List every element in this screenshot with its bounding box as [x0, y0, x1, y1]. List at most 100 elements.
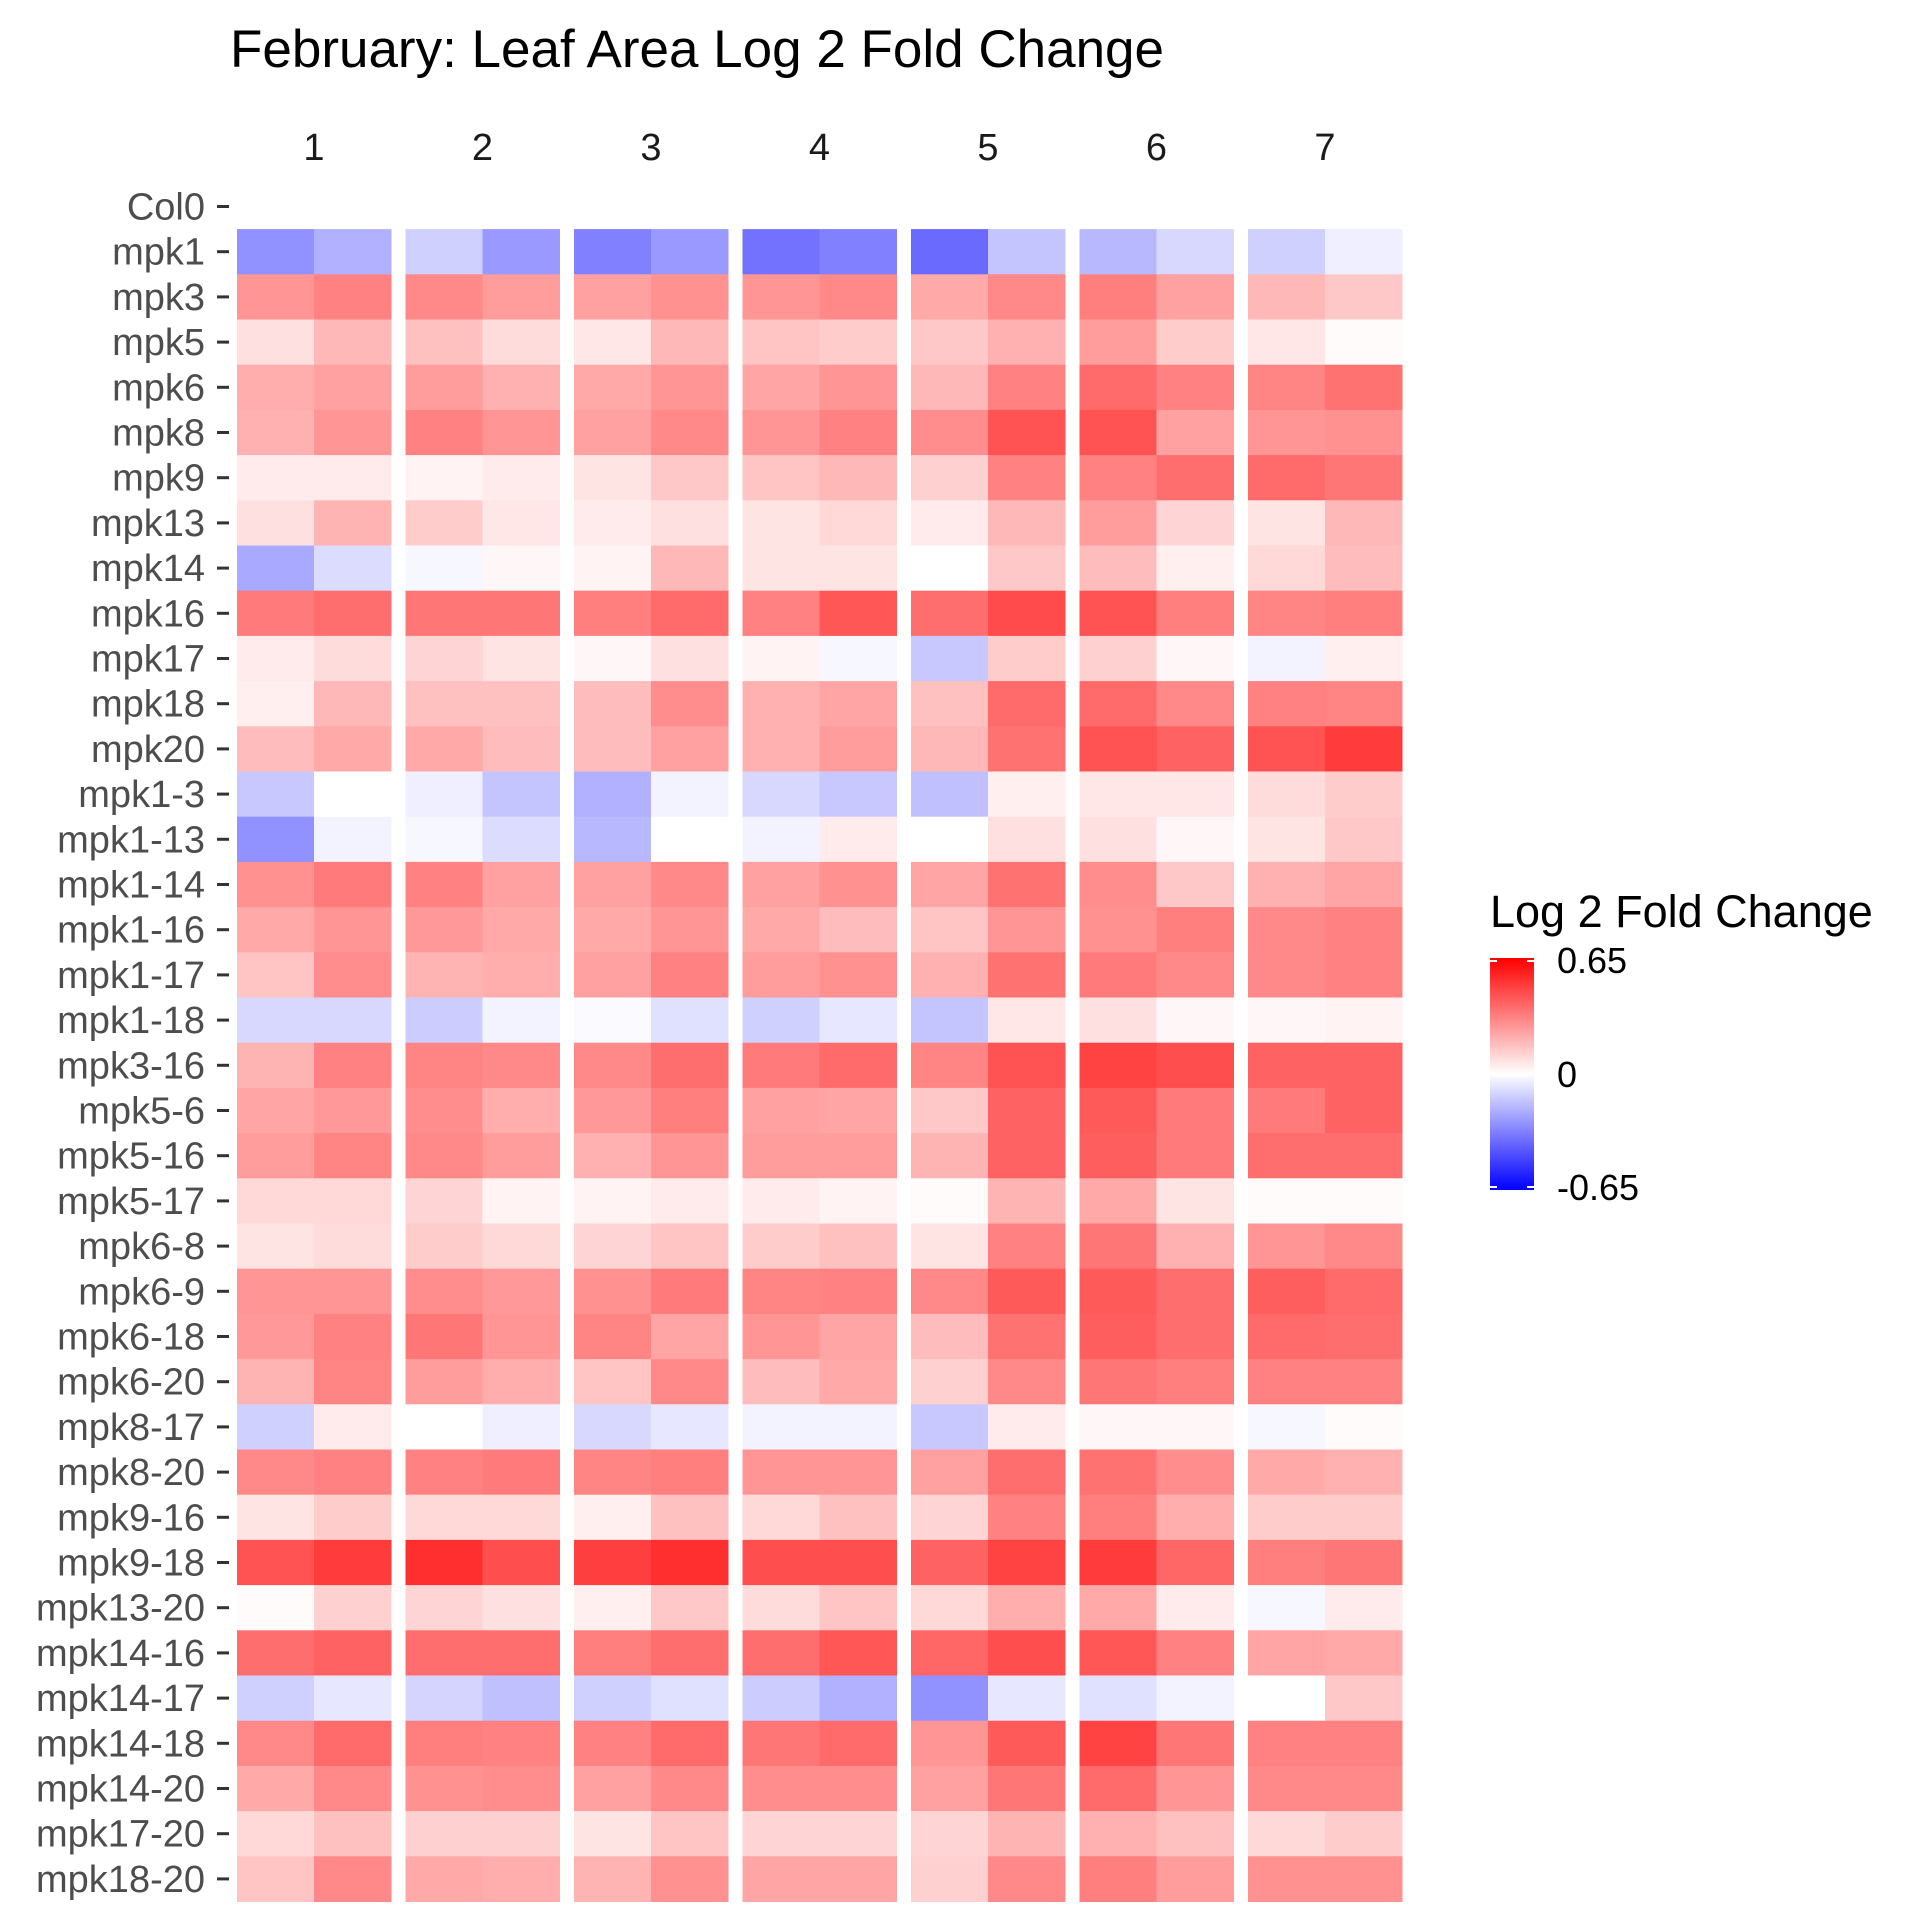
facet-label-7: 7: [1314, 127, 1335, 169]
cell-mpk17-20-7-1: [1248, 1811, 1326, 1857]
cell-mpk14-18-4-2: [819, 1720, 897, 1767]
cell-mpk14-16-6-1: [1079, 1630, 1157, 1676]
cell-mpk16-3-1: [574, 590, 652, 637]
cell-mpk9-18-1-1: [237, 1539, 315, 1586]
cell-mpk1-6-1: [1079, 229, 1157, 275]
cell-mpk1-13-4-1: [742, 816, 820, 863]
cell-mpk18-4-1: [742, 681, 820, 727]
cell-mpk14-16-5-1: [911, 1630, 989, 1676]
cell-mpk17-7-2: [1325, 635, 1403, 682]
cell-mpk14-4-2: [819, 545, 897, 592]
facet-label-5: 5: [977, 127, 998, 169]
cell-mpk1-13-4-2: [819, 816, 897, 863]
cell-mpk17-20-1-2: [314, 1811, 392, 1857]
cell-mpk18-7-1: [1248, 681, 1326, 727]
cell-mpk5-6-2: [1156, 319, 1234, 366]
cell-mpk14-20-4-1: [742, 1765, 820, 1812]
cell-mpk6-18-6-1: [1079, 1313, 1157, 1360]
cell-mpk13-7-1: [1248, 500, 1326, 546]
cell-mpk6-18-3-1: [574, 1313, 652, 1360]
cell-mpk14-16-3-2: [651, 1630, 729, 1676]
cell-mpk1-3-7-1: [1248, 771, 1326, 818]
cell-mpk1-14-5-2: [988, 861, 1066, 908]
cell-mpk20-3-2: [651, 726, 729, 772]
cell-mpk1-13-7-2: [1325, 816, 1403, 863]
cell-mpk1-17-4-1: [742, 952, 820, 998]
cell-mpk5-16-6-2: [1156, 1133, 1234, 1179]
cell-mpk8-5-2: [988, 409, 1066, 456]
cell-mpk1-16-2-2: [482, 907, 560, 953]
cell-mpk17-4-2: [819, 635, 897, 682]
cell-mpk17-1-1: [237, 635, 315, 682]
cell-mpk17-20-7-2: [1325, 1811, 1403, 1857]
cell-mpk3-16-5-2: [988, 1042, 1066, 1089]
cell-mpk9-18-5-2: [988, 1539, 1066, 1586]
cell-mpk6-20-4-2: [819, 1359, 897, 1405]
cell-mpk18-20-3-1: [574, 1856, 652, 1902]
cell-mpk9-16-6-2: [1156, 1494, 1234, 1541]
cell-mpk20-2-1: [405, 726, 483, 772]
cell-mpk5-6-3-1: [574, 1087, 652, 1134]
cell-mpk1-13-3-2: [651, 816, 729, 863]
cell-mpk6-5-2: [988, 364, 1066, 411]
cell-mpk20-6-1: [1079, 726, 1157, 772]
cell-mpk9-6-1: [1079, 455, 1157, 501]
cell-mpk9-5-1: [911, 455, 989, 501]
cell-mpk6-3-1: [574, 364, 652, 411]
row-label-mpk5-6: mpk5-6: [78, 1091, 205, 1133]
cell-mpk13-20-4-2: [819, 1585, 897, 1631]
cell-mpk8-6-2: [1156, 409, 1234, 456]
cell-mpk5-16-6-1: [1079, 1133, 1157, 1179]
cell-mpk1-7-1: [1248, 229, 1326, 275]
cell-mpk5-17-6-2: [1156, 1178, 1234, 1224]
cell-mpk17-20-4-2: [819, 1811, 897, 1857]
cell-mpk9-2-2: [482, 455, 560, 501]
cell-mpk13-20-6-2: [1156, 1585, 1234, 1631]
cell-mpk14-18-3-1: [574, 1720, 652, 1767]
cell-mpk9-18-6-2: [1156, 1539, 1234, 1586]
cell-mpk1-17-2-1: [405, 952, 483, 998]
cell-mpk6-9-7-2: [1325, 1268, 1403, 1315]
row-label-mpk1-16: mpk1-16: [57, 910, 205, 952]
cell-mpk14-16-2-1: [405, 1630, 483, 1676]
cell-mpk5-6-3-2: [651, 1087, 729, 1134]
cell-mpk6-20-5-1: [911, 1359, 989, 1405]
cell-mpk9-18-6-1: [1079, 1539, 1157, 1586]
cell-mpk9-18-3-1: [574, 1539, 652, 1586]
cell-mpk8-17-4-2: [819, 1404, 897, 1450]
row-label-mpk13: mpk13: [91, 503, 205, 545]
cell-mpk14-16-1-2: [314, 1630, 392, 1676]
row-label-mpk5: mpk5: [112, 322, 205, 364]
cell-mpk3-16-6-2: [1156, 1042, 1234, 1089]
cell-mpk14-16-5-2: [988, 1630, 1066, 1676]
cell-mpk6-18-1-1: [237, 1313, 315, 1360]
cell-mpk3-5-2: [988, 274, 1066, 320]
cell-mpk14-17-6-1: [1079, 1675, 1157, 1722]
cell-mpk8-20-4-2: [819, 1449, 897, 1496]
cell-mpk5-1-1: [237, 319, 315, 366]
cell-mpk9-16-5-2: [988, 1494, 1066, 1541]
cell-mpk8-17-4-1: [742, 1404, 820, 1450]
cell-mpk6-9-3-1: [574, 1268, 652, 1315]
row-label-Col0: Col0: [127, 187, 205, 229]
cell-mpk1-13-6-1: [1079, 816, 1157, 863]
cell-mpk3-16-1-2: [314, 1042, 392, 1089]
cell-mpk14-18-1-1: [237, 1720, 315, 1767]
cell-mpk1-14-7-1: [1248, 861, 1326, 908]
cell-mpk1-3-4-1: [742, 771, 820, 818]
cell-mpk18-20-1-2: [314, 1856, 392, 1902]
cell-mpk9-16-4-2: [819, 1494, 897, 1541]
cell-mpk3-1-2: [314, 274, 392, 320]
cell-mpk20-4-2: [819, 726, 897, 772]
cell-mpk6-8-6-2: [1156, 1223, 1234, 1270]
cell-mpk9-18-3-2: [651, 1539, 729, 1586]
cell-mpk14-18-7-2: [1325, 1720, 1403, 1767]
cell-mpk1-14-1-2: [314, 861, 392, 908]
cell-mpk8-3-2: [651, 409, 729, 456]
cell-mpk18-20-4-1: [742, 1856, 820, 1902]
row-label-mpk3: mpk3: [112, 277, 205, 319]
cell-mpk14-16-6-2: [1156, 1630, 1234, 1676]
cell-mpk5-6-6-2: [1156, 1087, 1234, 1134]
cell-mpk9-16-5-1: [911, 1494, 989, 1541]
cell-mpk3-3-2: [651, 274, 729, 320]
